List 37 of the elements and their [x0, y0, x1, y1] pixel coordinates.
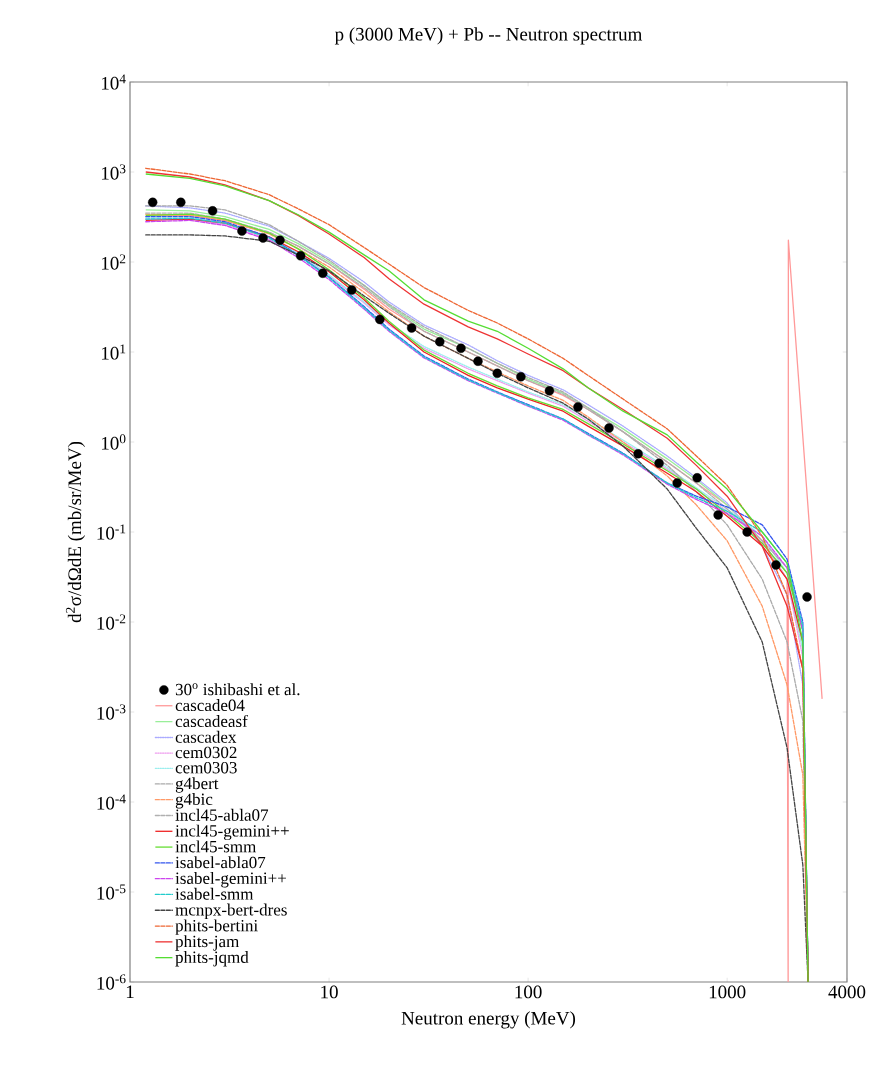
legend-label: phits-jam — [175, 935, 240, 951]
y-tick-label: 10$^{3}$ — [101, 164, 126, 180]
legend-label: isabel-abla07 — [175, 856, 266, 869]
legend-label: g4bic — [175, 793, 213, 809]
y-tick-label: 10$^{-3}$ — [97, 704, 126, 720]
legend-label: mcnpx-bert-dres — [175, 903, 287, 920]
y-tick-label: 10$^{2}$ — [101, 254, 126, 270]
y-tick-label: 10$^{-6}$ — [97, 974, 126, 990]
legend-label: cem0302 — [175, 746, 237, 759]
x-tick-label: 1000 — [709, 985, 746, 999]
legend-label: incl45-gemini++ — [175, 824, 289, 841]
y-tick-label: 10$^{-5}$ — [97, 884, 126, 900]
legend-label: cascadex — [175, 730, 237, 743]
legend-label: isabel-smm — [175, 887, 254, 900]
legend-label: incl45-abla07 — [175, 808, 269, 821]
legend-label: cem0303 — [175, 761, 237, 774]
y-tick-label: 10$^{-4}$ — [97, 794, 126, 810]
legend-label: phits-bertini — [175, 919, 258, 935]
legend-label: isabel-gemini++ — [175, 872, 286, 888]
y-tick-label: 10$^{1}$ — [101, 344, 126, 360]
y-tick-label: 10$^{-2}$ — [97, 614, 126, 630]
x-tick-label: 4000 — [828, 985, 866, 999]
legend-label: cascade04 — [175, 699, 245, 712]
legend-label: cascadeasf — [175, 714, 248, 728]
y-tick-label: 10$^{4}$ — [101, 74, 126, 90]
chart-title: p (3000 MeV) + Pb -- Neutron spectrum — [334, 27, 643, 45]
legend-label: phits-jqmd — [175, 951, 249, 967]
y-axis-title: d$^{2}$σ/dΩdE (mb/sr/MeV) — [65, 441, 86, 623]
x-axis-title: Neutron energy (MeV) — [401, 1011, 576, 1029]
x-tick-label: 10 — [321, 985, 338, 999]
legend-label: 30$^{o}$ ishibashi et al. — [175, 683, 300, 696]
y-tick-label: 10$^{-1}$ — [97, 524, 126, 540]
x-tick-label: 1 — [126, 985, 134, 999]
legend-label: incl45-smm — [175, 840, 257, 853]
y-tick-label: 10$^{0}$ — [101, 434, 126, 450]
x-tick-label: 100 — [515, 985, 542, 999]
legend-label: g4bert — [175, 777, 219, 793]
